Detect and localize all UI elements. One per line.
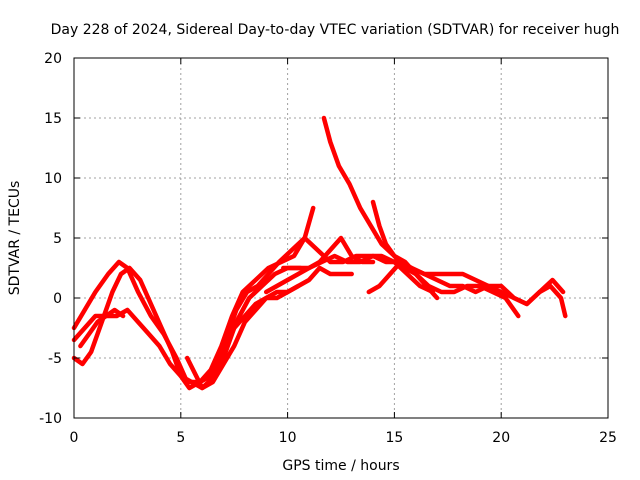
- y-tick-label: 0: [53, 291, 62, 307]
- y-tick-label: 15: [44, 111, 62, 127]
- series-track-1: [71, 259, 303, 385]
- y-tick-label: -5: [48, 351, 62, 367]
- chart-title: Day 228 of 2024, Sidereal Day-to-day VTE…: [51, 22, 620, 38]
- series-track-7: [370, 199, 521, 319]
- y-tick-label: 5: [53, 231, 62, 247]
- x-tick-label: 15: [385, 430, 403, 446]
- x-tick-label: 5: [176, 430, 185, 446]
- x-tick-label: 25: [599, 430, 617, 446]
- y-axis-ticks: -10 -5 0 5 10 15 20: [39, 51, 608, 427]
- x-tick-label: 20: [492, 430, 510, 446]
- y-tick-label: -10: [39, 411, 62, 427]
- x-tick-label: 10: [279, 430, 297, 446]
- series-track-11: [78, 307, 126, 349]
- y-tick-label: 10: [44, 171, 62, 187]
- x-tick-label: 0: [70, 430, 79, 446]
- series-track-8: [366, 259, 568, 319]
- series-track-2: [71, 205, 316, 391]
- series-track-9: [263, 235, 376, 295]
- y-tick-label: 20: [44, 51, 62, 67]
- data-series: [71, 115, 568, 391]
- x-axis-ticks: 0 5 10 15 20 25: [70, 58, 617, 446]
- series-track-10: [210, 265, 354, 373]
- y-axis-label: SDTVAR / TECUs: [7, 181, 23, 296]
- series-track-3: [71, 283, 301, 391]
- x-axis-label: GPS time / hours: [282, 458, 399, 474]
